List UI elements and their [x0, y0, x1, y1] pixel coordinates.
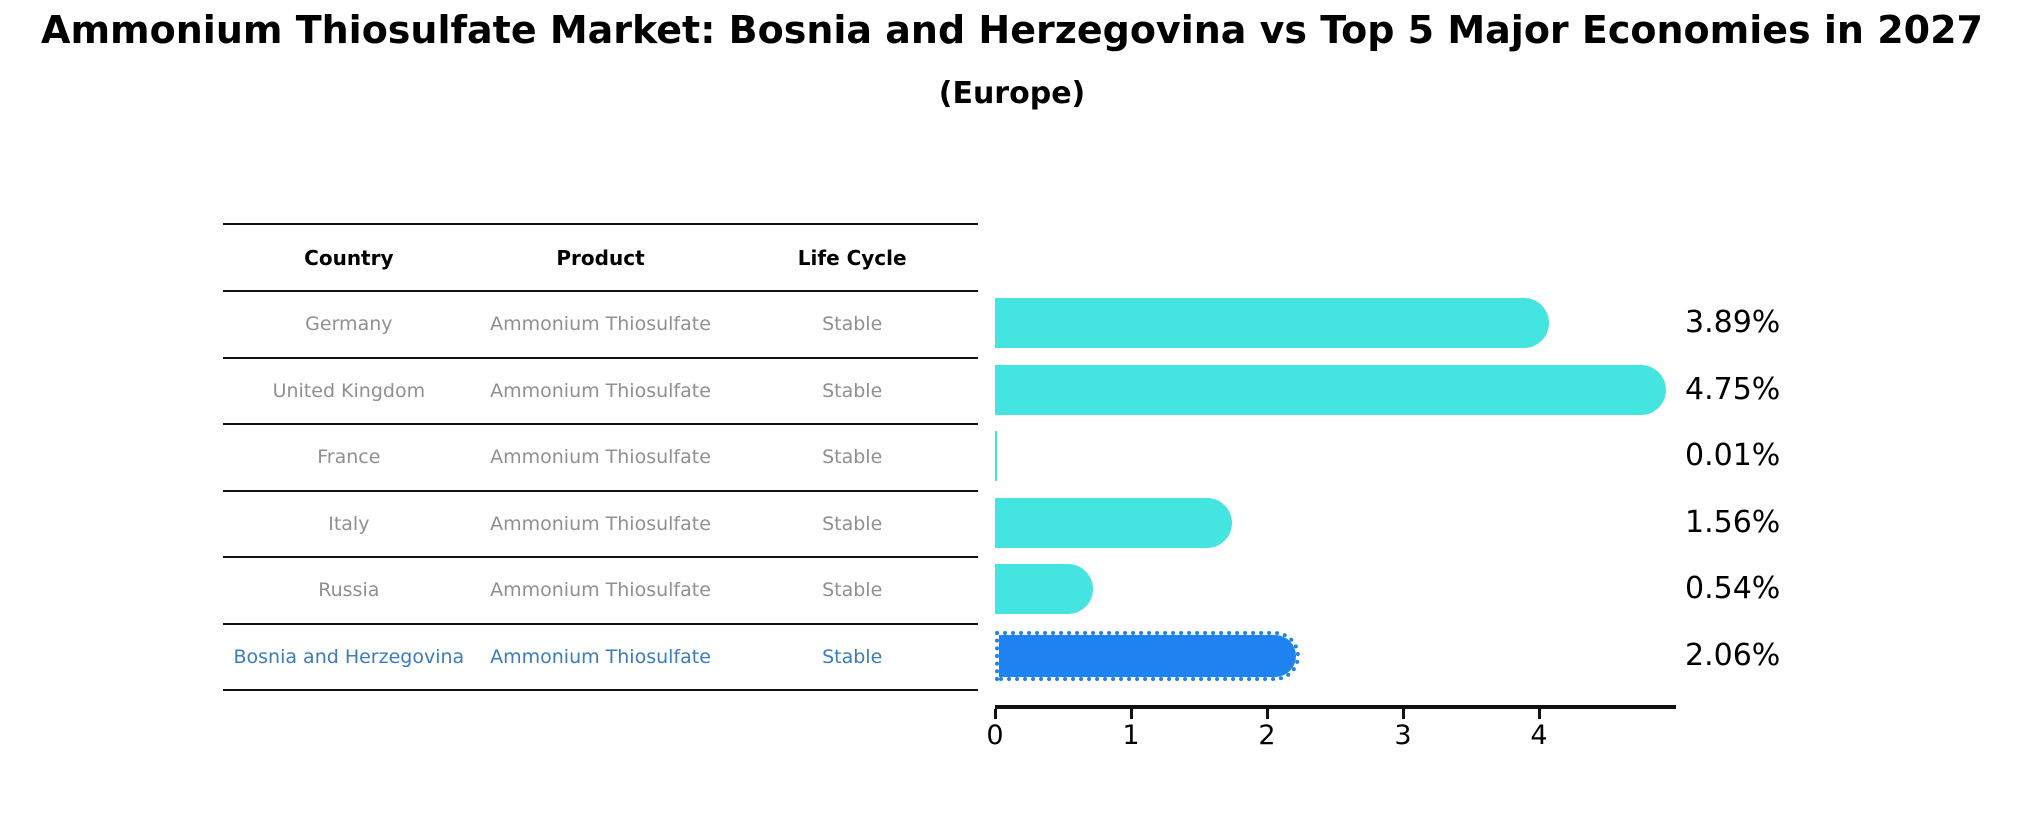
cell-country: Italy [328, 512, 370, 535]
cell-country: France [317, 446, 381, 469]
cell-product: Ammonium Thiosulfate [490, 512, 711, 535]
cell-life-cycle: Stable [822, 645, 883, 668]
bar-italy [995, 497, 1233, 548]
bar-value-label: 3.89% [1685, 305, 1781, 341]
bar-united-kingdom [995, 364, 1666, 415]
cell-country: Germany [305, 313, 393, 336]
x-axis-tick-label: 4 [1530, 720, 1548, 751]
bar-value-label: 0.54% [1685, 571, 1781, 607]
column-header-product: Product [556, 245, 645, 270]
bar-russia [995, 564, 1094, 615]
table-row: France Ammonium Thiosulfate Stable [223, 425, 978, 492]
table-row: Italy Ammonium Thiosulfate Stable [223, 492, 978, 558]
bar-france [995, 431, 997, 482]
x-axis-tick-label: 1 [1122, 720, 1140, 751]
cell-product: Ammonium Thiosulfate [490, 446, 711, 469]
column-header-life-cycle: Life Cycle [797, 245, 907, 270]
table-row: United Kingdom Ammonium Thiosulfate Stab… [223, 359, 978, 425]
x-axis-tick [1266, 709, 1269, 719]
cell-life-cycle: Stable [822, 446, 883, 469]
cell-product: Ammonium Thiosulfate [490, 379, 711, 402]
x-axis-tick-label: 3 [1394, 720, 1412, 751]
cell-life-cycle: Stable [822, 512, 883, 535]
bar-value-label: 4.75% [1685, 371, 1781, 407]
chart-title: Ammonium Thiosulfate Market: Bosnia and … [41, 8, 1983, 52]
cell-product: Ammonium Thiosulfate [490, 579, 711, 602]
cell-life-cycle: Stable [822, 579, 883, 602]
x-axis-tick [1538, 709, 1541, 719]
cell-product: Ammonium Thiosulfate [490, 313, 711, 336]
x-axis-tick-label: 0 [986, 720, 1004, 751]
x-axis-line [995, 705, 1676, 709]
cell-life-cycle: Stable [822, 379, 883, 402]
bar-germany [995, 298, 1550, 349]
bar-bosnia-and-herzegovina [995, 630, 1301, 681]
table-row: Russia Ammonium Thiosulfate Stable [223, 558, 978, 625]
bar-value-label: 0.01% [1685, 438, 1781, 474]
x-axis-tick [1402, 709, 1405, 719]
market-table: Country Product Life Cycle Germany Ammon… [223, 223, 978, 691]
cell-country: United Kingdom [272, 379, 426, 402]
bar-value-label: 2.06% [1685, 637, 1781, 673]
chart-subtitle: (Europe) [938, 76, 1086, 111]
table-header-row: Country Product Life Cycle [223, 225, 978, 292]
table-row: Germany Ammonium Thiosulfate Stable [223, 292, 978, 359]
cell-life-cycle: Stable [822, 313, 883, 336]
x-axis-tick-label: 2 [1258, 720, 1276, 751]
column-header-country: Country [304, 245, 394, 270]
cell-country: Russia [318, 579, 380, 602]
cell-product: Ammonium Thiosulfate [490, 645, 711, 668]
cell-country: Bosnia and Herzegovina [233, 645, 465, 668]
x-axis-tick [1130, 709, 1133, 719]
table-row-highlight-bosnia: Bosnia and Herzegovina Ammonium Thiosulf… [223, 625, 978, 691]
x-axis-tick [994, 709, 997, 719]
bar-value-label: 1.56% [1685, 504, 1781, 540]
